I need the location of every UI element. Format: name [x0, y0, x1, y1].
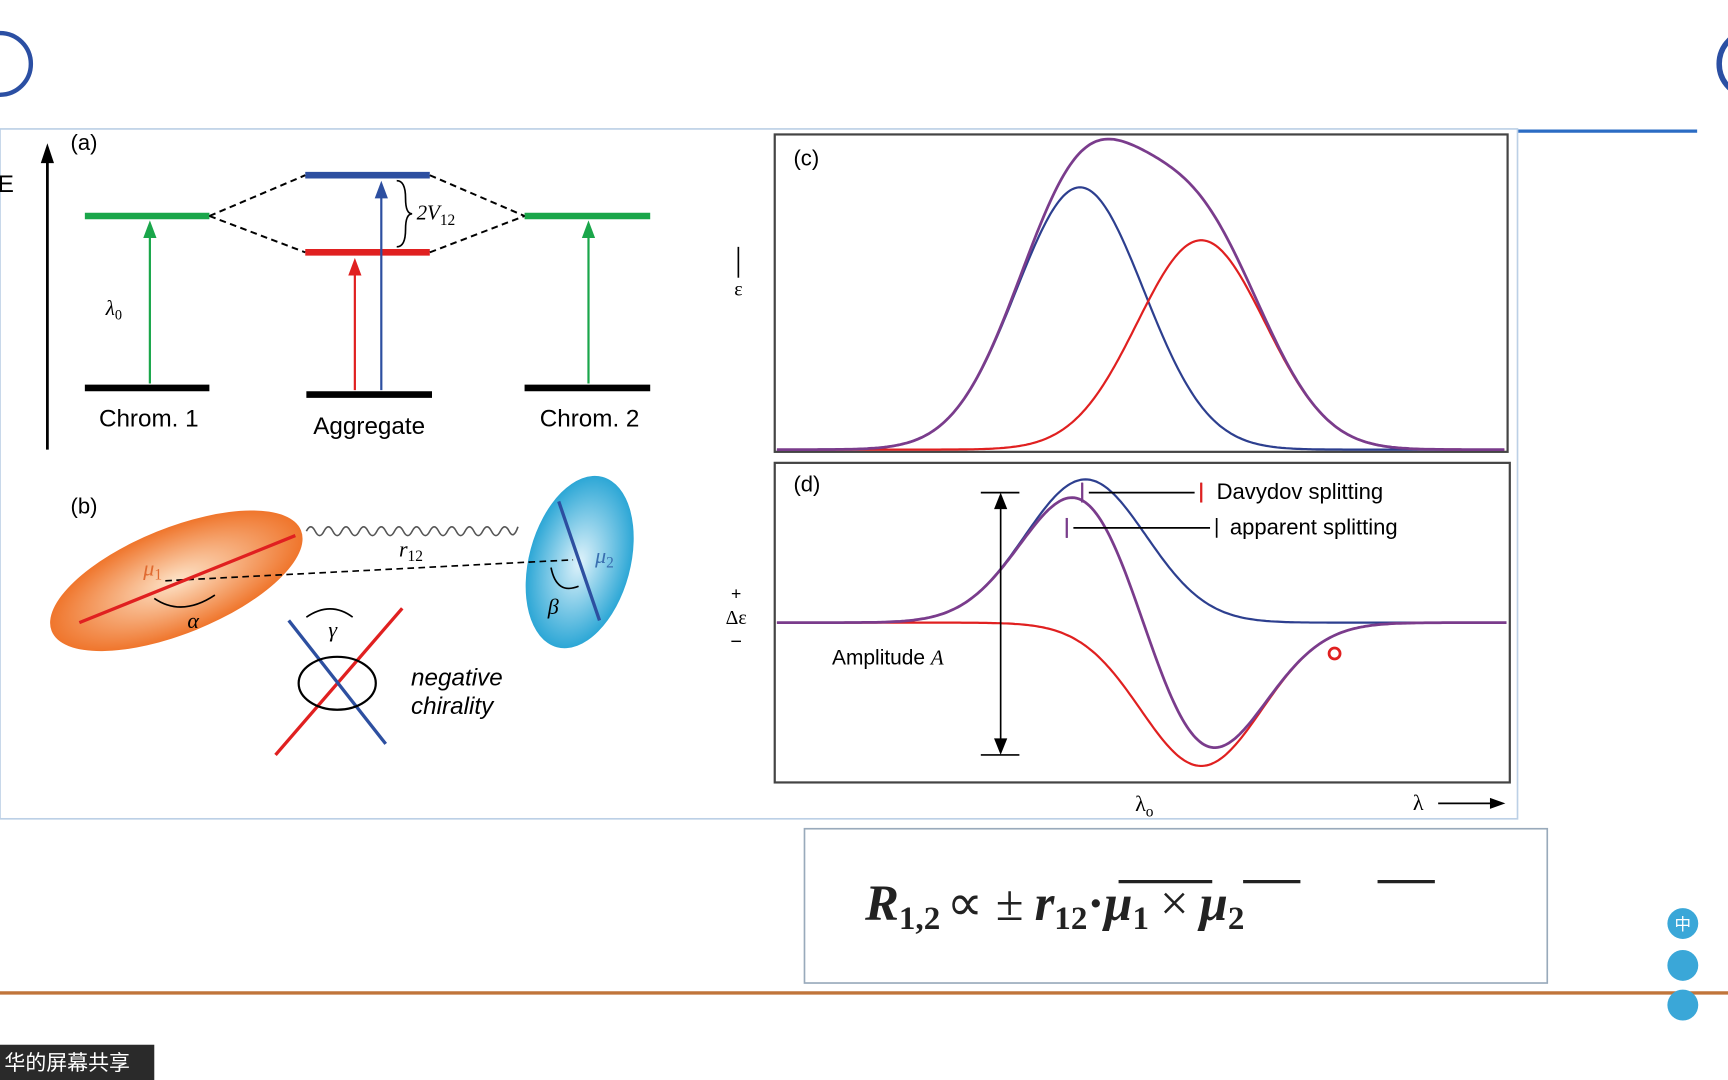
arrow-head	[994, 738, 1008, 755]
formula: R1,2 ∝ ± r12·μ1 × μ2	[864, 875, 1244, 937]
symbol: 2V	[417, 200, 442, 224]
symbol: μ	[142, 555, 154, 580]
amplitude-bar	[980, 491, 1020, 756]
apparent-label: apparent splitting	[1230, 514, 1398, 539]
subscript: 12	[1054, 901, 1087, 937]
arrow-head	[40, 143, 54, 164]
angle-label: γ	[328, 617, 338, 642]
panel-c: (c) ε	[734, 133, 1509, 453]
r-line	[165, 559, 574, 582]
symbol: μ	[1101, 875, 1132, 931]
subscript: 2	[606, 555, 614, 572]
plot-frame	[773, 133, 1509, 453]
axis-label: ε	[734, 278, 742, 300]
side-button-label[interactable]: 中	[1675, 915, 1692, 934]
arrow-head	[1489, 797, 1506, 809]
arrow-head	[994, 492, 1008, 510]
chirality-label: negative	[411, 664, 503, 691]
subscript: 2	[1228, 901, 1245, 937]
amplitude-label: Amplitude A	[832, 646, 944, 670]
symbol: λ	[1135, 791, 1146, 816]
mu2-label: μ2	[594, 543, 614, 571]
arrow-head	[374, 180, 388, 199]
axis-label: E	[0, 171, 14, 198]
operator: ·	[1087, 875, 1104, 931]
operator: ∝ ±	[947, 875, 1024, 931]
axis-label: Δε	[726, 607, 747, 629]
subscript: 12	[408, 548, 423, 565]
subscript: 1	[1132, 901, 1149, 937]
angle-arcs	[153, 567, 579, 618]
splitting-label: 2V12	[417, 200, 456, 229]
side-button[interactable]	[1667, 989, 1699, 1021]
panel-b: (b) μ1 r12 μ2 α β γ negative chirality	[50, 475, 634, 756]
dipole-2	[557, 500, 602, 621]
angle-label: α	[187, 608, 199, 633]
r12-label: r12	[399, 537, 423, 565]
panel-label: (b)	[71, 494, 98, 519]
mu1-label: μ1	[142, 555, 162, 583]
curve	[776, 137, 1505, 452]
panel-label: (a)	[71, 130, 98, 155]
side-button[interactable]	[1667, 908, 1699, 939]
share-label: 华的屏幕共享	[4, 1051, 130, 1075]
transition-label: λ0	[105, 296, 122, 323]
plot-frame	[773, 461, 1511, 784]
davydov-label: Davydov splitting	[1217, 479, 1384, 504]
chromophore-1	[50, 510, 303, 652]
formula-box	[803, 827, 1549, 984]
sign-label: −	[730, 631, 742, 653]
cursor	[1327, 646, 1342, 661]
level-name: Chrom. 1	[99, 405, 199, 432]
subscript: 1,2	[899, 901, 940, 937]
dipole-2-copy	[287, 619, 388, 745]
subscript: 0	[115, 308, 122, 324]
logo-right	[1716, 37, 1728, 91]
brace	[396, 179, 413, 248]
label-bg	[826, 641, 992, 673]
subscript: o	[1146, 804, 1154, 821]
logo-left	[0, 30, 34, 97]
text: Amplitude	[832, 647, 925, 670]
arrow-head	[581, 220, 596, 239]
x-axis-label: λ	[1413, 790, 1424, 815]
panel-d: (d) + Δε − Amplitude A Davydov splitting…	[726, 461, 1511, 821]
subscript: 12	[440, 212, 455, 229]
symbol: r	[399, 537, 408, 562]
symbol: A	[929, 646, 944, 670]
arrow-head	[143, 220, 157, 239]
operator: ×	[1160, 875, 1189, 931]
subscript: 1	[154, 567, 162, 584]
arrow-head	[348, 257, 362, 276]
symbol: R	[864, 875, 899, 931]
panel-label: (c)	[793, 145, 819, 170]
x-mark-label: λo	[1135, 791, 1154, 821]
curve	[776, 496, 1507, 750]
panel-label: (d)	[793, 472, 820, 497]
chirality-label: chirality	[411, 693, 495, 720]
share-badge	[0, 1044, 155, 1080]
symbol: λ	[105, 296, 115, 320]
figure-frame	[0, 128, 1519, 820]
angle-label: β	[547, 594, 559, 619]
transitions	[148, 185, 590, 391]
level-name: Chrom. 2	[540, 405, 640, 432]
dipole-1	[78, 534, 296, 625]
symbol: μ	[594, 543, 606, 568]
panel-a: (a) E 2V12 λ0 Chrom. 1 Aggregate Chrom. …	[0, 130, 651, 450]
side-button[interactable]	[1667, 949, 1699, 981]
rotation-ring	[297, 655, 377, 711]
level-name: Aggregate	[313, 413, 425, 440]
symbol: μ	[1197, 875, 1228, 931]
symbol: r	[1035, 875, 1056, 931]
wavy-link	[305, 525, 519, 537]
sign-label: +	[731, 584, 741, 604]
